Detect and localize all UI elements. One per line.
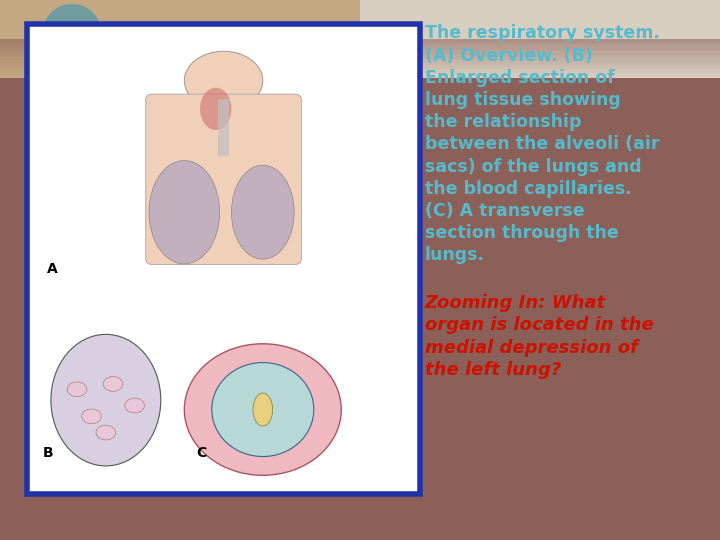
Circle shape bbox=[184, 51, 263, 110]
FancyBboxPatch shape bbox=[145, 94, 302, 265]
Ellipse shape bbox=[212, 362, 314, 456]
Bar bbox=[0, 76, 720, 78]
Bar bbox=[27, 24, 420, 494]
Ellipse shape bbox=[253, 393, 273, 426]
Text: C: C bbox=[196, 446, 207, 460]
Bar bbox=[217, 99, 230, 156]
Ellipse shape bbox=[184, 344, 341, 475]
Ellipse shape bbox=[200, 87, 231, 130]
Text: B: B bbox=[43, 446, 54, 460]
Bar bbox=[0, 39, 720, 42]
Bar bbox=[360, 0, 720, 78]
Ellipse shape bbox=[231, 165, 294, 259]
Text: Zooming In: What
organ is located in the
medial depression of
the left lung?: Zooming In: What organ is located in the… bbox=[425, 294, 654, 379]
Circle shape bbox=[67, 382, 87, 397]
Bar bbox=[0, 42, 720, 44]
Bar bbox=[0, 60, 720, 63]
Ellipse shape bbox=[51, 334, 161, 466]
Bar bbox=[0, 65, 720, 68]
Circle shape bbox=[81, 409, 102, 424]
Bar bbox=[0, 0, 360, 78]
Circle shape bbox=[103, 376, 123, 392]
Text: The respiratory system.
(A) Overview. (B)
Enlarged section of
lung tissue showin: The respiratory system. (A) Overview. (B… bbox=[425, 24, 660, 264]
Circle shape bbox=[96, 425, 116, 440]
Bar bbox=[0, 68, 720, 71]
Bar bbox=[0, 50, 720, 52]
Bar bbox=[0, 47, 720, 50]
Text: A: A bbox=[47, 262, 58, 276]
Bar bbox=[0, 52, 720, 55]
Bar bbox=[0, 63, 720, 65]
Bar bbox=[0, 57, 720, 60]
Ellipse shape bbox=[149, 160, 220, 264]
Bar bbox=[0, 44, 720, 47]
Ellipse shape bbox=[43, 4, 101, 59]
Bar bbox=[0, 70, 720, 73]
Bar bbox=[0, 55, 720, 57]
Bar bbox=[0, 73, 720, 76]
Circle shape bbox=[125, 398, 145, 413]
